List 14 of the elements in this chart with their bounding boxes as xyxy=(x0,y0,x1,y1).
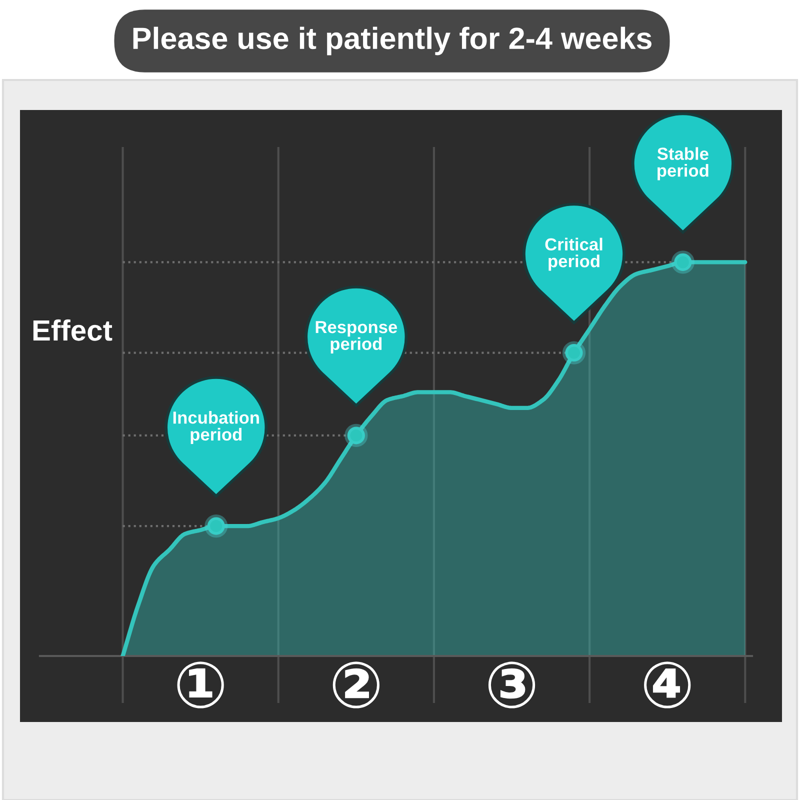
text: Stable period xyxy=(657,147,708,180)
point xyxy=(562,341,586,364)
x-tick-label: ④ xyxy=(644,662,691,708)
point xyxy=(671,250,694,274)
chart-title: Please use it patiently for 2-4 weeks xyxy=(133,26,652,56)
x-tick-label: ③ xyxy=(488,662,536,708)
point xyxy=(204,514,228,538)
y-axis-title: Effect xyxy=(33,319,112,341)
annotation: Response period xyxy=(316,321,398,354)
point xyxy=(344,424,368,448)
x-tick-label: ② xyxy=(332,662,380,708)
x-tick-label: ① xyxy=(177,662,224,708)
annotation: Critical period xyxy=(545,238,602,271)
annotation: Incubation period xyxy=(173,411,259,444)
